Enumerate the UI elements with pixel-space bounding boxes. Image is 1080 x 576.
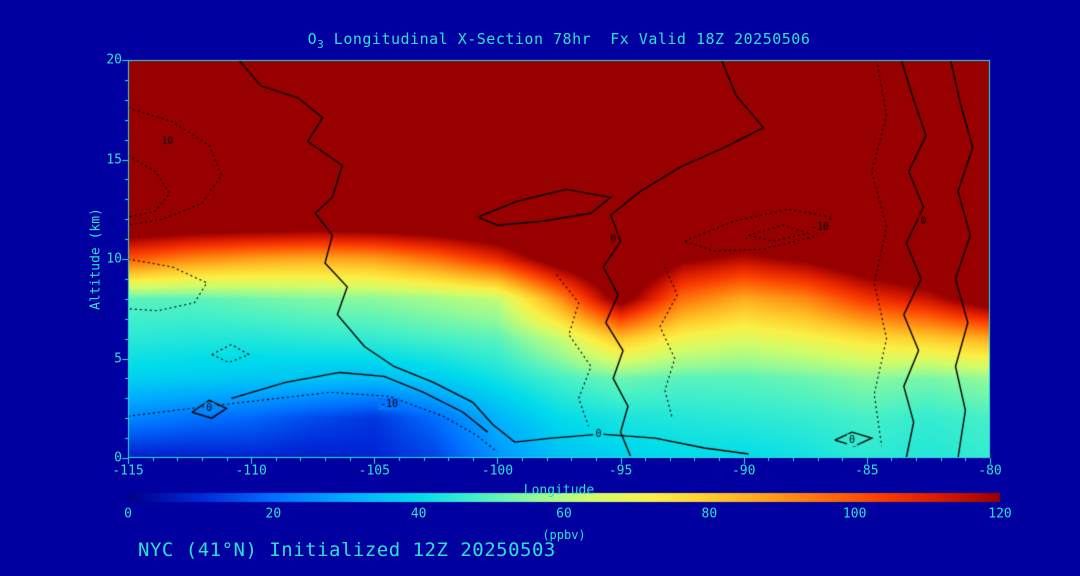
y-tick-label: 20 — [106, 52, 122, 68]
colorbar-tick-label: 0 — [124, 506, 132, 522]
colorbar-tick-label: 20 — [265, 506, 282, 522]
colorbar-tick-label: 80 — [701, 506, 718, 522]
x-tick-label: -105 — [358, 463, 390, 479]
y-tick-label: 5 — [114, 351, 122, 366]
init-info-text: NYC (41°N) Initialized 12Z 20250503 — [138, 539, 556, 561]
x-tick-label: -85 — [855, 463, 879, 479]
y-tick-label: 10 — [106, 251, 122, 267]
chart-title-rest: Longitudinal X-Section 78hr Fx Valid 18Z… — [324, 30, 811, 48]
y-tick-label: 0 — [114, 450, 122, 466]
chart-title-prefix: O — [307, 30, 318, 48]
chart-title: O3 Longitudinal X-Section 78hr Fx Valid … — [128, 30, 990, 51]
colorbar-tick-label: 100 — [842, 506, 867, 522]
x-tick-label: -110 — [235, 463, 267, 479]
colorbar-tick-label: 60 — [556, 506, 572, 522]
colorbar-tick-label: 40 — [410, 506, 427, 522]
x-tick-label: -95 — [608, 463, 633, 479]
y-tick-label: 15 — [106, 152, 122, 167]
x-tick-label: -100 — [481, 463, 514, 479]
x-tick-label: -115 — [112, 463, 144, 479]
colorbar-units-label: (ppbv) — [542, 528, 586, 542]
chart-title-subscript: 3 — [317, 38, 325, 51]
x-tick-label: -80 — [978, 463, 1002, 479]
x-tick-label: -90 — [731, 463, 756, 479]
colorbar-tick-label: 120 — [988, 506, 1012, 522]
x-axis-label: Longitude — [523, 483, 595, 498]
